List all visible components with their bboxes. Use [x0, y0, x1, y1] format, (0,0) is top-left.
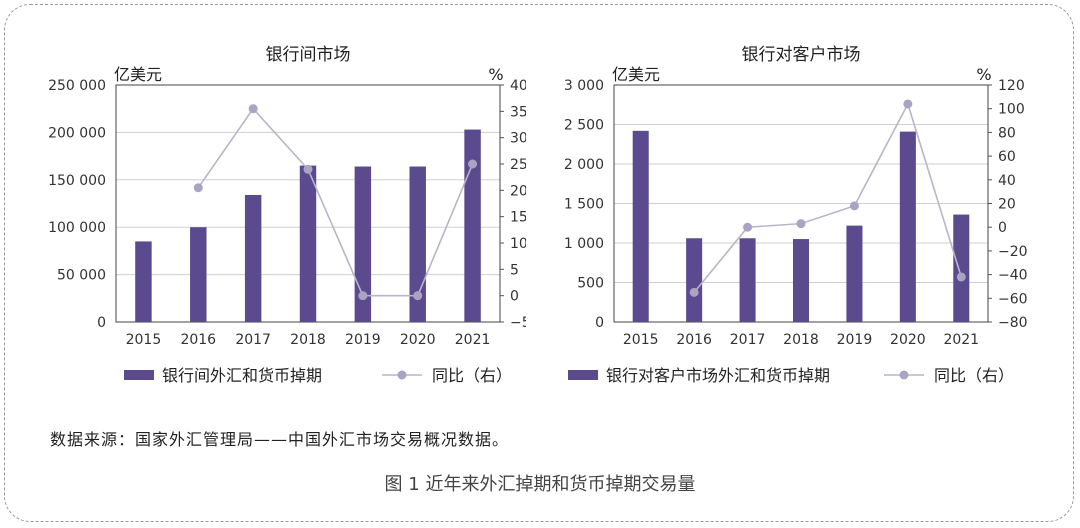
y-tick-label-left: 200 000 [48, 125, 106, 141]
bar-2018 [299, 165, 317, 322]
y-tick-label-right: 35 [510, 104, 526, 120]
y-tick-label-right: −40 [998, 268, 1028, 284]
y-tick-label-right: −20 [998, 244, 1028, 260]
y-tick-label-right: 20 [510, 183, 526, 199]
bar-2015 [135, 241, 152, 322]
y-tick-label-right: 40 [998, 173, 1016, 189]
y-tick-label-left: 50 000 [57, 268, 106, 284]
y-tick-label-left: 0 [97, 315, 106, 331]
y-tick-label-left: 2 500 [564, 118, 604, 134]
source-note: 数据来源：国家外汇管理局——中国外汇市场交易概况数据。 [50, 430, 510, 449]
y-tick-label-left: 500 [577, 276, 604, 292]
y-axis-unit-right: % [976, 65, 991, 84]
bar-2015 [632, 130, 649, 322]
legend-swatch-bars [124, 370, 154, 380]
x-tick-label: 2017 [730, 332, 766, 348]
legend-label-line: 同比（右） [432, 366, 512, 385]
bar-2021 [953, 214, 970, 322]
y-tick-label-right: −80 [998, 315, 1028, 331]
y-tick-label-right: 30 [510, 131, 526, 147]
yoy-point-2020 [413, 291, 423, 301]
figure-caption: 图 1 近年来外汇掉期和货币掉期交易量 [384, 474, 696, 495]
x-tick-label: 2017 [235, 332, 271, 348]
y-tick-label-left: 100 000 [48, 220, 106, 236]
bar-2016 [686, 238, 703, 322]
bar-2020 [409, 166, 426, 322]
x-tick-label: 2015 [623, 332, 659, 348]
y-tick-label-right: 40 [510, 78, 526, 94]
legend-label-bars: 银行对客户市场外汇和货币掉期 [606, 366, 830, 385]
y-tick-label-right: −5 [510, 315, 526, 331]
bar-2017 [244, 194, 262, 322]
bar-2019 [846, 225, 863, 322]
yoy-line [693, 101, 963, 293]
yoy-point-2019 [849, 201, 859, 211]
y-tick-label-right: 25 [510, 157, 526, 173]
y-axis-unit-left: 亿美元 [612, 65, 660, 84]
legend-label-line: 同比（右） [934, 366, 1014, 385]
x-tick-label: 2020 [890, 332, 926, 348]
y-tick-label-right: 20 [998, 197, 1016, 213]
x-tick-label: 2019 [345, 332, 381, 348]
bar-2021 [464, 129, 481, 322]
yoy-point-2018 [303, 164, 313, 174]
y-tick-label-right: 120 [998, 78, 1025, 94]
chart-title: 银行对客户市场 [742, 45, 861, 65]
bar-2016 [190, 227, 207, 322]
yoy-point-2018 [796, 219, 806, 229]
y-tick-label-left: 250 000 [48, 78, 106, 94]
x-tick-label: 2016 [676, 332, 712, 348]
legend-swatch-marker [899, 370, 909, 380]
y-tick-label-left: 3 000 [564, 78, 604, 94]
yoy-line [197, 107, 474, 297]
y-tick-label-left: 2 000 [564, 157, 604, 173]
yoy-point-2016 [193, 183, 203, 193]
y-tick-label-left: 1 000 [564, 236, 604, 252]
legend-swatch-marker [397, 370, 407, 380]
y-tick-label-left: 1 500 [564, 197, 604, 213]
bar-2020 [899, 131, 916, 322]
y-tick-label-right: 10 [510, 236, 526, 252]
y-tick-label-right: 100 [998, 102, 1025, 118]
legend-label-bars: 银行间外汇和货币掉期 [162, 366, 322, 385]
y-tick-label-right: 60 [998, 149, 1016, 165]
yoy-point-2017 [743, 222, 753, 232]
y-axis-unit-left: 亿美元 [114, 65, 162, 84]
bar-2018 [792, 239, 810, 322]
x-tick-label: 2021 [455, 332, 491, 348]
y-tick-label-right: 0 [510, 289, 519, 305]
bar-2017 [739, 238, 756, 322]
yoy-point-2021 [468, 159, 478, 169]
y-tick-label-right: 80 [998, 125, 1016, 141]
y-tick-label-right: 5 [510, 262, 519, 278]
chart-title: 银行间市场 [266, 45, 351, 65]
y-tick-label-right: 0 [998, 220, 1007, 236]
yoy-point-2020 [903, 99, 913, 109]
x-tick-label: 2019 [837, 332, 873, 348]
y-tick-label-left: 0 [595, 315, 604, 331]
x-tick-label: 2018 [290, 332, 326, 348]
y-tick-label-right: −60 [998, 291, 1028, 307]
figure-frame [4, 4, 1074, 522]
y-axis-unit-right: % [488, 65, 503, 84]
bar-2019 [354, 166, 372, 322]
x-tick-label: 2015 [126, 332, 162, 348]
x-tick-label: 2021 [943, 332, 979, 348]
yoy-point-2016 [689, 287, 699, 297]
yoy-point-2019 [358, 291, 368, 301]
y-tick-label-right: 15 [510, 210, 526, 226]
legend-swatch-bars [568, 370, 598, 380]
yoy-point-2021 [956, 272, 966, 282]
yoy-point-2017 [248, 104, 258, 114]
x-tick-label: 2016 [180, 332, 216, 348]
y-tick-label-left: 150 000 [48, 173, 106, 189]
x-tick-label: 2020 [400, 332, 436, 348]
x-tick-label: 2018 [783, 332, 819, 348]
